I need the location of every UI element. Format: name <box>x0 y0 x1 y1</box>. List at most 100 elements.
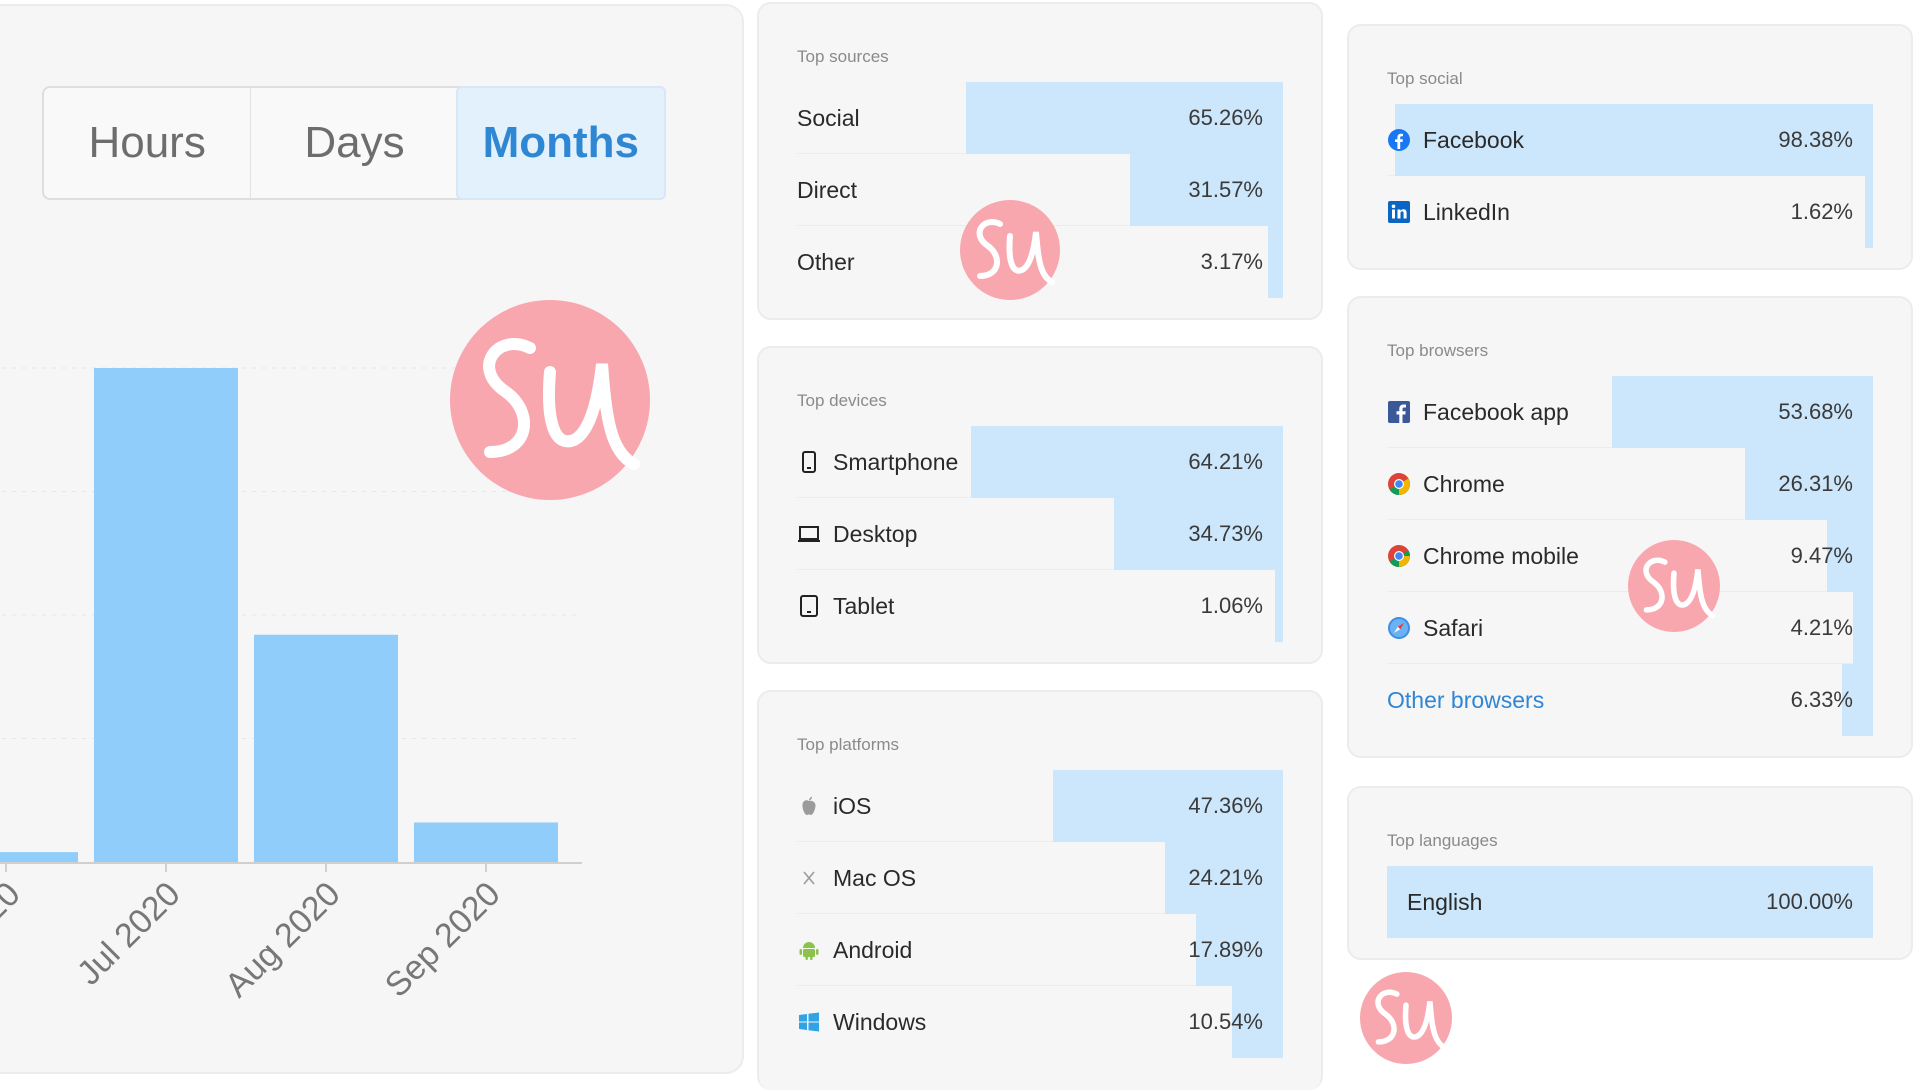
top-languages-title: Top languages <box>1387 831 1498 850</box>
source-value: 3.17% <box>1200 249 1263 274</box>
platform-value: 24.21% <box>1188 865 1263 890</box>
platform-bar-ios <box>1052 770 1283 842</box>
source-bar-other <box>1267 226 1283 298</box>
source-label: Social <box>797 105 860 131</box>
source-value: 65.26% <box>1188 105 1263 130</box>
browser-label: Chrome mobile <box>1423 543 1579 569</box>
device-label: Smartphone <box>833 449 959 475</box>
source-label: Direct <box>797 177 858 203</box>
platform-label: iOS <box>833 793 872 819</box>
social-label: LinkedIn <box>1423 199 1510 225</box>
platform-label: Mac OS <box>833 865 917 891</box>
device-bar-tablet <box>1275 570 1283 642</box>
social-row-facebook[interactable]: Facebook 98.38% <box>1387 104 1873 176</box>
platform-value: 17.89% <box>1188 937 1263 962</box>
top-devices-title: Top devices <box>797 391 887 410</box>
browser-row-safari[interactable]: Safari 4.21% <box>1387 592 1873 664</box>
source-bar-direct <box>1129 154 1283 226</box>
top-languages-card: Top languages English 100.00% <box>1347 786 1913 960</box>
facebook-icon <box>1388 129 1410 151</box>
apple-icon <box>802 796 816 815</box>
top-browsers-card: Top browsers Facebook app 53.68% Chrome … <box>1347 296 1913 758</box>
social-bar-linkedin <box>1865 176 1873 248</box>
desktop-icon <box>798 526 820 542</box>
source-label: Other <box>797 249 855 275</box>
browser-value: 4.21% <box>1790 615 1853 640</box>
top-platforms-title: Top platforms <box>797 735 900 754</box>
android-icon <box>799 942 819 960</box>
device-bar-smartphone <box>970 426 1283 498</box>
source-row-direct[interactable]: Direct 31.57% <box>797 154 1283 226</box>
chrome-mobile-icon <box>1388 545 1410 567</box>
device-row-smartphone[interactable]: Smartphone 64.21% <box>797 426 1283 498</box>
social-bar-facebook <box>1394 104 1873 176</box>
device-label: Desktop <box>833 521 918 547</box>
smartphone-icon <box>802 451 816 473</box>
browser-label: Facebook app <box>1423 399 1569 425</box>
language-label: English <box>1407 889 1483 915</box>
platform-row-ios[interactable]: iOS 47.36% <box>797 770 1283 842</box>
platform-label: Windows <box>833 1009 927 1035</box>
top-browsers-title: Top browsers <box>1387 341 1489 360</box>
timeframe-hours-button[interactable]: Hours <box>44 88 252 198</box>
browser-row-other[interactable]: Other browsers 6.33% <box>1387 664 1873 736</box>
browser-value: 53.68% <box>1778 399 1853 424</box>
browser-label: Chrome <box>1423 471 1505 497</box>
chart-bar[interactable] <box>0 852 78 862</box>
browser-bar-chrome <box>1745 448 1873 520</box>
top-devices-card: Top devices Smartphone 64.21% Desktop 34… <box>757 346 1323 664</box>
platform-row-android[interactable]: Android 17.89% <box>797 914 1283 986</box>
browser-bar-safari <box>1852 592 1873 664</box>
timeframe-months-button[interactable]: Months <box>455 86 666 200</box>
other-browsers-link[interactable]: Other browsers <box>1387 687 1545 713</box>
device-value: 64.21% <box>1188 449 1263 474</box>
source-row-social[interactable]: Social 65.26% <box>797 82 1283 154</box>
timeframe-days-button[interactable]: Days <box>304 118 405 167</box>
platform-value: 47.36% <box>1188 793 1263 818</box>
device-value: 34.73% <box>1188 521 1263 546</box>
device-bar-desktop <box>1114 498 1283 570</box>
visits-bar-chart: 020 Jul 2020 Aug 2020 Sep 2020 <box>0 367 582 1005</box>
windows-icon <box>799 1012 819 1032</box>
device-value: 1.06% <box>1200 593 1263 618</box>
chrome-icon <box>1388 473 1410 495</box>
source-row-other[interactable]: Other 3.17% <box>797 226 1283 298</box>
browser-bar-facebook-app <box>1612 376 1873 448</box>
linkedin-icon <box>1388 201 1410 223</box>
chart-x-tick-label: Jul 2020 <box>70 875 188 993</box>
source-value: 31.57% <box>1188 177 1263 202</box>
platform-bar-android <box>1196 914 1283 986</box>
browser-label: Safari <box>1423 615 1484 641</box>
platform-row-macos[interactable]: Mac OS 24.21% <box>797 842 1283 914</box>
top-social-title: Top social <box>1387 69 1463 88</box>
language-row-english[interactable]: English 100.00% <box>1387 866 1873 938</box>
chart-x-tick-label: 020 <box>0 875 28 942</box>
device-row-tablet[interactable]: Tablet 1.06% <box>797 570 1283 642</box>
platform-bar-macos <box>1165 842 1283 914</box>
platform-row-windows[interactable]: Windows 10.54% <box>797 986 1283 1058</box>
platform-label: Android <box>833 937 913 963</box>
browser-value: 9.47% <box>1790 543 1853 568</box>
social-row-linkedin[interactable]: LinkedIn 1.62% <box>1387 176 1873 248</box>
chart-x-tick-label: Aug 2020 <box>218 875 348 1005</box>
browser-value: 26.31% <box>1778 471 1853 496</box>
browser-row-facebook-app[interactable]: Facebook app 53.68% <box>1387 376 1873 448</box>
chart-bar[interactable] <box>254 634 398 862</box>
facebook-app-icon <box>1388 401 1410 423</box>
chart-bar[interactable] <box>94 368 238 862</box>
watermark-logo-icon <box>1360 972 1452 1064</box>
browser-row-chrome[interactable]: Chrome 26.31% <box>1387 448 1873 520</box>
tablet-icon <box>800 595 818 617</box>
social-value: 1.62% <box>1790 199 1853 224</box>
device-row-desktop[interactable]: Desktop 34.73% <box>797 498 1283 570</box>
platform-bar-windows <box>1231 986 1283 1058</box>
platform-value: 10.54% <box>1188 1009 1263 1034</box>
top-platforms-card: Top platforms iOS 47.36% Mac OS 24.21% A… <box>757 690 1323 1090</box>
language-value: 100.00% <box>1766 889 1853 914</box>
top-sources-title: Top sources <box>797 47 889 66</box>
watermark-logo-icon <box>960 200 1060 300</box>
browser-row-chrome-mobile[interactable]: Chrome mobile 9.47% <box>1387 520 1873 592</box>
chart-bar[interactable] <box>414 822 558 862</box>
watermark-logo-icon <box>450 300 650 500</box>
language-bar-english <box>1387 866 1873 938</box>
